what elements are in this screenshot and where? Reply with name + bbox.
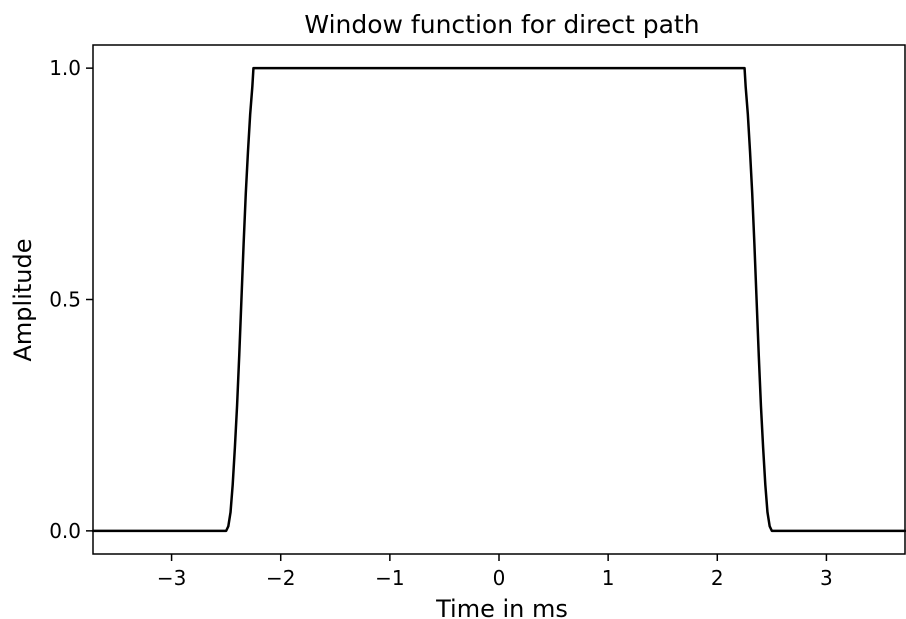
x-tick-label: 1 xyxy=(602,566,615,590)
x-tick-label: −2 xyxy=(266,566,295,590)
x-tick-label: 0 xyxy=(493,566,506,590)
plot-frame xyxy=(92,44,906,555)
x-axis-label: Time in ms xyxy=(435,595,568,619)
x-tick-label: −3 xyxy=(157,566,186,590)
y-tick-label: 0.0 xyxy=(49,519,81,543)
x-axis: −3 −2 −1 0 1 2 3 xyxy=(157,554,833,590)
x-tick-label: −1 xyxy=(375,566,404,590)
plot-area xyxy=(91,44,906,555)
y-axis-label: Amplitude xyxy=(9,239,37,362)
series-line xyxy=(91,66,906,533)
chart-title: Window function for direct path xyxy=(304,10,699,39)
y-axis: 0.0 0.5 1.0 xyxy=(49,56,93,543)
x-tick-label: 2 xyxy=(711,566,724,590)
y-tick-label: 0.5 xyxy=(49,288,81,312)
x-tick-label: 3 xyxy=(820,566,833,590)
y-tick-label: 1.0 xyxy=(49,56,81,80)
